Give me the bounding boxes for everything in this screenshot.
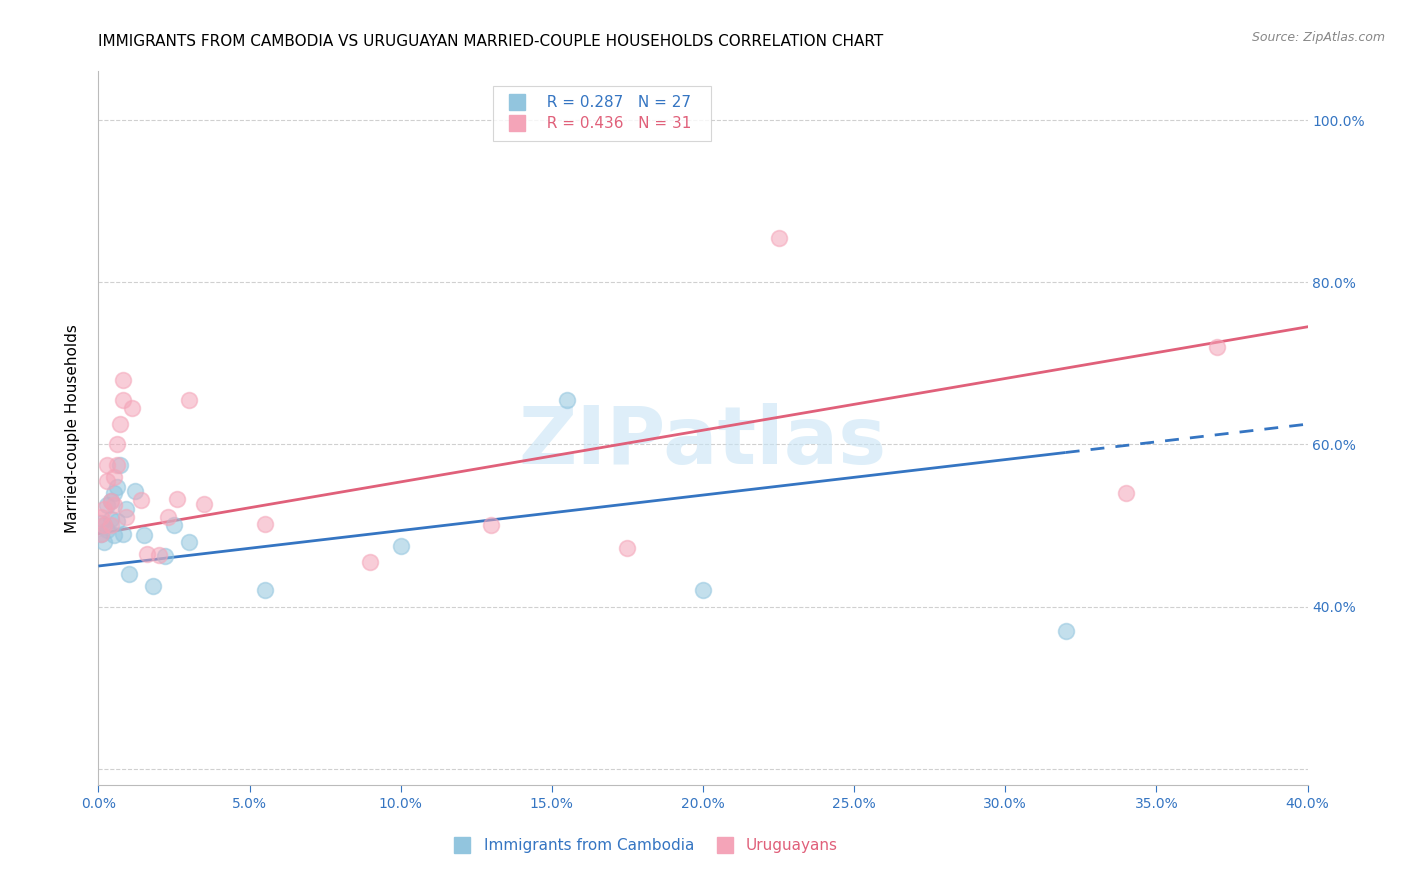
Point — [96, 458, 118, 472]
Point — [103, 498, 125, 512]
Point — [103, 528, 125, 542]
Text: Source: ZipAtlas.com: Source: ZipAtlas.com — [1251, 31, 1385, 45]
Point — [100, 494, 122, 508]
Point — [129, 492, 152, 507]
Point — [768, 230, 790, 244]
Point — [100, 494, 122, 508]
Point — [96, 474, 118, 488]
Point — [105, 479, 128, 493]
Point — [93, 518, 115, 533]
Point — [1054, 624, 1077, 638]
Point — [481, 518, 503, 533]
Point — [156, 510, 179, 524]
Y-axis label: Married-couple Households: Married-couple Households — [65, 324, 80, 533]
Point — [166, 491, 188, 506]
Point — [389, 539, 412, 553]
Point — [142, 579, 165, 593]
Point — [100, 512, 122, 526]
Point — [153, 549, 176, 564]
Point — [253, 583, 276, 598]
Point — [108, 417, 131, 431]
Point — [90, 510, 112, 524]
Point — [96, 523, 118, 537]
Point — [93, 502, 115, 516]
Point — [193, 497, 215, 511]
Point — [114, 510, 136, 524]
Point — [96, 498, 118, 512]
Point — [111, 372, 134, 386]
Text: IMMIGRANTS FROM CAMBODIA VS URUGUAYAN MARRIED-COUPLE HOUSEHOLDS CORRELATION CHAR: IMMIGRANTS FROM CAMBODIA VS URUGUAYAN MA… — [98, 35, 883, 49]
Point — [103, 486, 125, 500]
Point — [124, 483, 146, 498]
Text: ZIPatlas: ZIPatlas — [519, 403, 887, 482]
Point — [179, 392, 201, 407]
Point — [1206, 340, 1229, 354]
Point — [108, 458, 131, 473]
Point — [93, 518, 115, 533]
Point — [179, 534, 201, 549]
Point — [360, 555, 382, 569]
Point — [90, 526, 112, 541]
Point — [90, 526, 112, 541]
Point — [105, 437, 128, 451]
Point — [132, 528, 155, 542]
Point — [1115, 486, 1137, 500]
Point — [135, 547, 157, 561]
Point — [692, 583, 714, 598]
Point — [163, 518, 186, 533]
Point — [100, 518, 122, 533]
Point — [111, 392, 134, 407]
Legend: Immigrants from Cambodia, Uruguayans: Immigrants from Cambodia, Uruguayans — [441, 832, 844, 859]
Point — [118, 567, 141, 582]
Point — [148, 549, 170, 563]
Point — [93, 534, 115, 549]
Point — [121, 401, 143, 415]
Point — [616, 541, 638, 556]
Point — [111, 526, 134, 541]
Point — [103, 470, 125, 484]
Point — [90, 516, 112, 530]
Point — [114, 502, 136, 516]
Point — [253, 516, 276, 531]
Point — [105, 515, 128, 529]
Point — [105, 458, 128, 472]
Point — [555, 392, 578, 407]
